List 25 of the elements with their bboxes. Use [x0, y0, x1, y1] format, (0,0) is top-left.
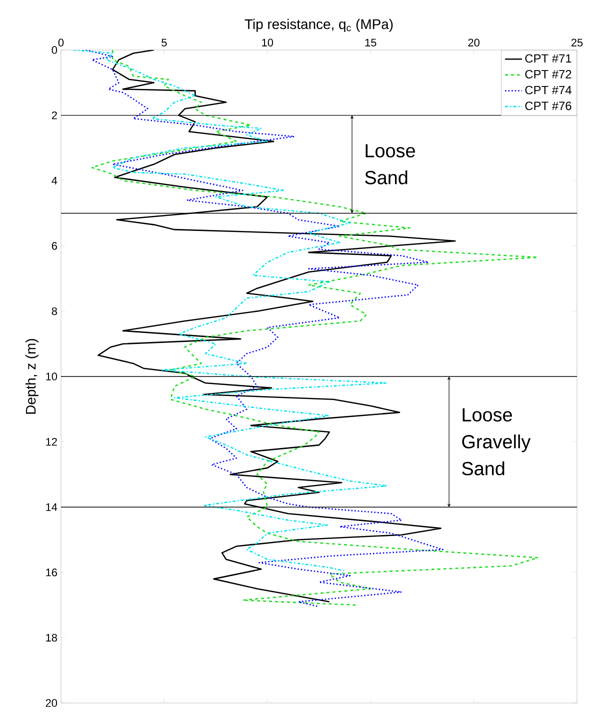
y-tick-label: 8 [52, 307, 57, 316]
y-tick-label: 16 [46, 568, 57, 576]
legend-label: CPT #76 [525, 102, 572, 110]
y-tick-label: 12 [46, 438, 57, 446]
x-tick-label: 20 [468, 38, 480, 46]
legend-label: CPT #71 [525, 54, 572, 63]
x-tick-label: 0 [58, 38, 64, 46]
y-tick-label: 2 [52, 111, 57, 120]
legend-label: CPT #74 [525, 86, 572, 94]
y-tick-label: 0 [52, 46, 58, 54]
y-axis-title: Depth, z (m) [25, 339, 38, 414]
annotation: Loose Gravelly Sand [462, 408, 531, 476]
y-tick-label: 18 [46, 634, 57, 642]
x-axis-title: Tip resistance, q$_{c}$ (MPa) [244, 18, 393, 32]
y-tick-label: 20 [46, 699, 58, 707]
x-tick-label: 5 [162, 38, 167, 46]
y-tick-label: 10 [46, 372, 58, 380]
y-tick-label: 4 [52, 176, 58, 184]
y-tick-label: 14 [46, 503, 58, 511]
y-tick-label: 6 [52, 242, 57, 250]
x-tick-label: 10 [262, 38, 274, 46]
x-tick-label: 15 [365, 38, 376, 46]
x-tick-label: 25 [571, 38, 583, 46]
annotation: Loose Sand [365, 144, 415, 184]
legend-label: CPT #72 [525, 70, 572, 78]
